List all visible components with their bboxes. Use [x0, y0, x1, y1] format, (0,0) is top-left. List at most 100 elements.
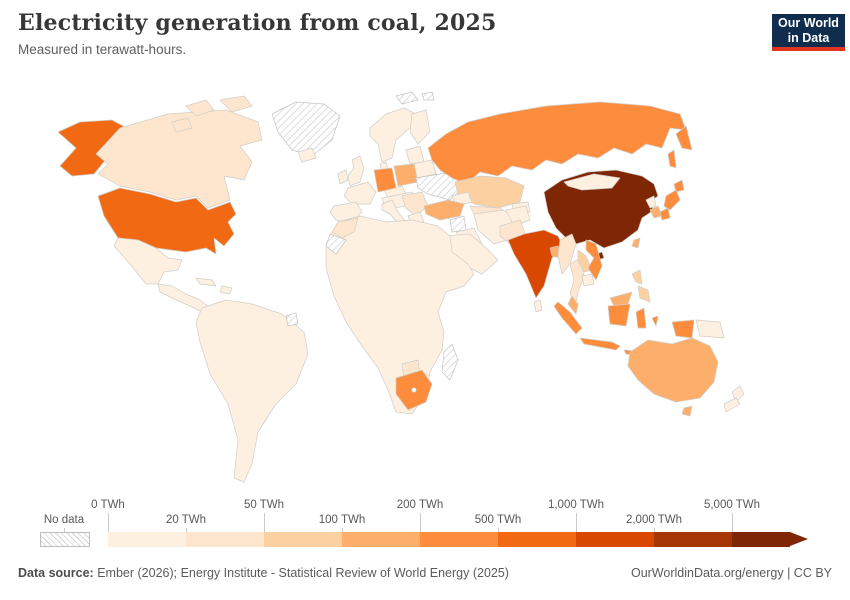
country-philippines-mindanao[interactable] — [637, 285, 651, 303]
legend-tick-line — [108, 513, 109, 532]
country-cambodia[interactable] — [581, 273, 595, 287]
legend-tick-line — [342, 528, 343, 532]
country-vietnam[interactable] — [585, 239, 603, 281]
license-label[interactable]: CC BY — [793, 566, 832, 580]
data-source: Data source: Ember (2026); Energy Instit… — [18, 566, 509, 580]
legend-tick-label: 100 TWh — [318, 514, 366, 526]
region-scandinavia[interactable] — [369, 107, 417, 163]
country-greenland[interactable] — [271, 101, 341, 157]
legend-color-segment[interactable] — [732, 532, 790, 547]
legend-tick-line — [654, 528, 655, 532]
attribution: OurWorldinData.org/energy | CC BY — [631, 566, 832, 580]
region-svalbard[interactable] — [395, 91, 419, 105]
country-russia-kamchatka[interactable] — [675, 125, 693, 151]
country-finland[interactable] — [409, 109, 431, 145]
legend-color-segment[interactable] — [654, 532, 732, 547]
country-sri-lanka[interactable] — [533, 299, 543, 313]
country-japan-kyushu[interactable] — [659, 207, 671, 221]
chart-footer: Data source: Ember (2026); Energy Instit… — [18, 566, 832, 580]
country-papua-new-guinea[interactable] — [695, 319, 725, 339]
owid-logo-line2: in Data — [787, 30, 830, 45]
country-japan-honshu[interactable] — [663, 189, 681, 211]
legend-tick-label: 2,000 TWh — [625, 514, 683, 526]
country-indonesia-java[interactable] — [579, 337, 621, 351]
country-mexico[interactable] — [113, 237, 183, 285]
legend-tick-label: 500 TWh — [474, 514, 522, 526]
legend-color-segment[interactable] — [498, 532, 576, 547]
country-india[interactable] — [507, 229, 565, 299]
country-morocco[interactable] — [331, 217, 359, 239]
country-north-korea[interactable] — [645, 195, 657, 209]
country-canada-arctic-islands[interactable] — [185, 99, 215, 117]
owid-logo[interactable]: Our World in Data — [772, 14, 845, 51]
legend-color-segment[interactable] — [264, 532, 342, 547]
legend-tick-line — [732, 513, 733, 532]
country-canada-arctic-islands[interactable] — [219, 95, 253, 113]
country-ireland[interactable] — [337, 169, 349, 185]
footer-separator: | — [783, 566, 794, 580]
country-iceland[interactable] — [297, 147, 317, 163]
chart-subtitle: Measured in terawatt-hours. — [18, 42, 187, 57]
country-canada[interactable] — [95, 109, 263, 209]
legend-tick-label: 1,000 TWh — [547, 499, 605, 511]
legend-tick-line — [186, 528, 187, 532]
country-cuba[interactable] — [195, 277, 217, 287]
country-french-guiana[interactable] — [285, 312, 299, 327]
country-united-kingdom[interactable] — [347, 155, 365, 187]
owid-logo-line1: Our World — [778, 15, 839, 30]
country-taiwan[interactable] — [631, 237, 641, 249]
country-russia-sakhalin[interactable] — [667, 149, 677, 169]
owid-link[interactable]: OurWorldinData.org/energy — [630, 566, 784, 580]
legend-color-segment[interactable] — [342, 532, 420, 547]
legend-tick-line — [264, 513, 265, 532]
country-mongolia[interactable] — [563, 173, 621, 191]
country-new-zealand-south[interactable] — [723, 397, 741, 413]
legend-color-segment[interactable] — [186, 532, 264, 547]
country-indonesia-kalimantan[interactable] — [607, 303, 631, 327]
country-canada-arctic-islands[interactable] — [171, 117, 193, 133]
chart-title: Electricity generation from coal, 2025 — [18, 10, 497, 36]
country-germany[interactable] — [373, 167, 397, 193]
country-turkey[interactable] — [423, 199, 465, 221]
region-balkans[interactable] — [401, 191, 429, 217]
legend-tick-label: 0 TWh — [91, 499, 125, 511]
legend-tick-label: 50 TWh — [243, 499, 285, 511]
no-data-label: No data — [43, 514, 85, 526]
country-russia[interactable] — [427, 101, 687, 185]
country-indonesia-sulawesi[interactable] — [635, 307, 647, 329]
country-france[interactable] — [343, 181, 377, 205]
country-poland[interactable] — [393, 163, 419, 187]
chart-header: Electricity generation from coal, 2025 M… — [18, 10, 832, 57]
legend-color-segment[interactable] — [420, 532, 498, 547]
country-philippines-luzon[interactable] — [631, 269, 643, 285]
legend-arrow — [790, 532, 808, 546]
map-legend: No data 0 TWh 20 TWh 50 TWh 100 TWh 200 TWh 5… — [0, 499, 850, 553]
country-syria[interactable] — [449, 215, 467, 233]
legend-color-segment[interactable] — [576, 532, 654, 547]
country-indonesia-maluku[interactable] — [651, 315, 659, 327]
no-data-swatch[interactable] — [40, 532, 90, 547]
legend-color-segment[interactable] — [108, 532, 186, 547]
region-south-america[interactable] — [195, 299, 309, 483]
country-indonesia-papua[interactable] — [671, 319, 695, 339]
country-japan-hokkaido[interactable] — [673, 179, 685, 193]
country-malaysia-peninsula[interactable] — [567, 295, 579, 315]
country-australia[interactable] — [627, 337, 719, 403]
data-source-label: Data source: — [18, 566, 94, 580]
region-caribbean[interactable] — [219, 285, 233, 295]
country-australia-tasmania[interactable] — [681, 405, 693, 417]
country-madagascar[interactable] — [441, 343, 459, 381]
legend-tick-label: 20 TWh — [165, 514, 207, 526]
country-indonesia-sumatra[interactable] — [553, 301, 583, 335]
legend-tick-line — [420, 513, 421, 532]
no-data-tick-line — [64, 528, 65, 532]
region-africa[interactable] — [325, 215, 475, 415]
legend-tick-label: 200 TWh — [396, 499, 444, 511]
country-lesotho[interactable] — [411, 387, 417, 393]
region-svalbard[interactable] — [421, 91, 435, 101]
legend-tick-line — [576, 513, 577, 532]
legend-tick-line — [498, 528, 499, 532]
country-afghanistan[interactable] — [505, 205, 531, 227]
region-baltics[interactable] — [405, 145, 425, 165]
region-western-sahara[interactable] — [325, 233, 347, 255]
